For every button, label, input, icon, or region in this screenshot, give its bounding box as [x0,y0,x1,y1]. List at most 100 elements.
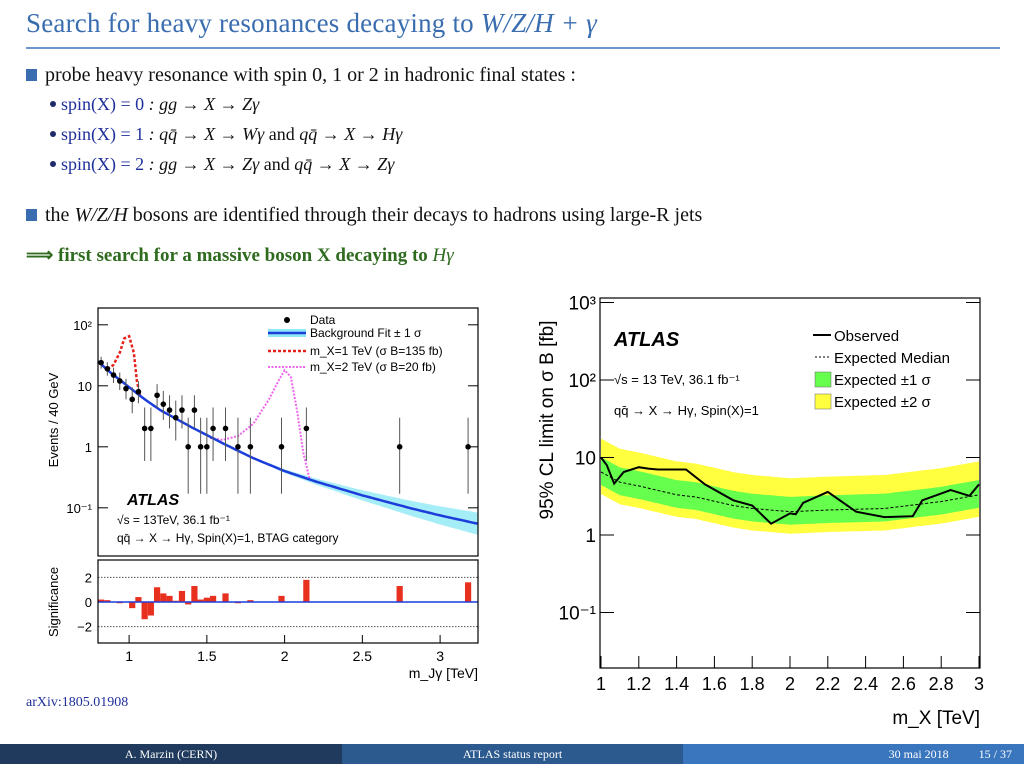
subbullet-expr: : gg → X → Zγ [148,94,260,114]
data-point [222,425,229,432]
energy-label: √s = 13TeV, 36.1 fb⁻¹ [117,513,230,527]
data-point [396,444,403,450]
legend-expected: Expected Median [834,350,950,367]
data-point [98,359,104,366]
x-tick-label: 3 [436,648,444,664]
y-axis-label: Events / 40 GeV [46,372,61,467]
subbullet-spin2: spin(X) = 2 : gg → X → Zγ and qq̄ → X → … [50,154,394,175]
significance-bar [185,602,192,605]
footer-talk: ATLAS status report [342,744,683,764]
legend-1sigma: Expected ±1 σ [834,372,931,389]
x-tick-label: 3 [974,674,984,694]
x-tick-label: 1.6 [702,674,727,694]
data-point [210,425,216,432]
signal-1tev-line [106,334,142,396]
data-point [104,366,111,372]
data-point [116,378,123,384]
legend-background: Background Fit ± 1 σ [310,326,422,340]
title-math: W/Z/H + γ [480,8,597,38]
square-bullet-icon [26,69,37,81]
footer: A. Marzin (CERN) ATLAS status report 30 … [0,744,1024,764]
sig-y-axis-label: Significance [46,567,61,637]
x-tick-label: 2.4 [853,674,878,694]
bullet-1: probe heavy resonance with spin 0, 1 or … [26,64,576,87]
legend-1sigma-swatch [814,371,832,388]
expected-1sigma-band [601,457,979,525]
significance-bar [166,595,173,602]
data-point [235,444,241,450]
and-text: and [264,124,300,144]
data-point [204,444,210,450]
background-fit-line [97,360,478,525]
dot-bullet-icon [50,131,56,137]
subbullet-expr: : gg → X → Zγ [148,154,260,174]
legend-2sigma: Expected ±2 σ [834,394,931,411]
sig-y-tick-label: −2 [77,620,92,635]
y-tick-label: 1 [85,440,92,455]
x-tick-label: 2.2 [815,674,840,694]
sig-y-tick-label: 0 [85,595,92,610]
significance-bar [160,593,167,602]
footer-date: 30 mai 2018 [888,746,949,761]
subbullet-expr2: qq̄ → X → Zγ [294,154,395,174]
subbullet-spin1: spin(X) = 1 : qq̄ → X → Wγ and qq̄ → X →… [50,124,402,145]
y-tick-label: 1 [585,526,596,547]
y-tick-label: 10⁻¹ [559,604,597,625]
x-tick-label: 2.8 [929,674,954,694]
x-axis-label: m_Jγ [TeV] [409,665,478,681]
data-point [148,425,154,432]
process-label: qq̄ → X → Hγ, Spin(X)=1 [614,403,759,418]
subbullet-label: spin(X) = 2 [61,154,145,174]
slide-title: Search for heavy resonances decaying to … [26,8,597,39]
x-tick-label: 2.6 [891,674,916,694]
data-point [278,444,285,450]
data-point [110,372,117,378]
process-label: qq̄ → X → Hγ, Spin(X)=1, BTAG category [117,531,339,545]
significance-bar [147,602,154,616]
bullet-math: W/Z/H [74,204,128,226]
significance-bar [209,595,217,602]
and-text: and [259,154,295,174]
data-point [191,407,198,413]
y-tick-label: 10² [569,371,596,392]
legend-signal-2tev: m_X=2 TeV (σ B=20 fb) [310,360,436,374]
footer-author: A. Marzin (CERN) [0,744,342,764]
significance-bar [396,586,403,602]
significance-bar [191,586,198,602]
dot-bullet-icon [50,161,56,167]
legend-observed: Observed [834,328,899,345]
title-rule [26,47,1000,49]
y-axis-label: 95% CL limit on σ B [fb] [537,321,558,520]
data-point [185,444,191,450]
x-tick-label: 1.4 [664,674,689,694]
data-point [129,396,136,403]
significance-bar [278,595,285,602]
x-tick-label: 2 [785,674,795,694]
title-text: Search for heavy resonances decaying to [26,8,481,38]
bullet-text: probe heavy resonance with spin 0, 1 or … [45,64,576,86]
conclusion-text: first search for a massive boson X decay… [53,245,433,266]
x-tick-label: 1 [596,674,606,694]
atlas-label: ATLAS [126,492,179,509]
bullet-text: bosons are identified through their deca… [127,204,703,226]
footer-right: 30 mai 2018 15 / 37 [683,744,1024,764]
y-tick-label: 10 [78,379,92,394]
x-tick-label: 1.5 [197,648,217,664]
data-point [154,392,160,399]
conclusion: ⟹ first search for a massive boson X dec… [26,244,454,267]
square-bullet-icon [26,209,37,221]
y-tick-label: 10⁻¹ [66,501,92,516]
energy-label: √s = 13 TeV, 36.1 fb⁻¹ [614,372,740,387]
bullet-text: the [45,204,75,226]
y-tick-label: 10³ [569,294,596,315]
conclusion-math: Hγ [432,245,454,266]
dot-bullet-icon [50,101,56,107]
data-point [123,385,129,392]
legend-2sigma-swatch [814,393,832,410]
subbullet-spin0: spin(X) = 0 : gg → X → Zγ [50,94,259,115]
signal-2tev-line [209,368,311,479]
significance-bar [98,599,105,602]
arxiv-link[interactable]: arXiv:1805.01908 [26,695,129,710]
x-tick-label: 1 [125,648,133,664]
